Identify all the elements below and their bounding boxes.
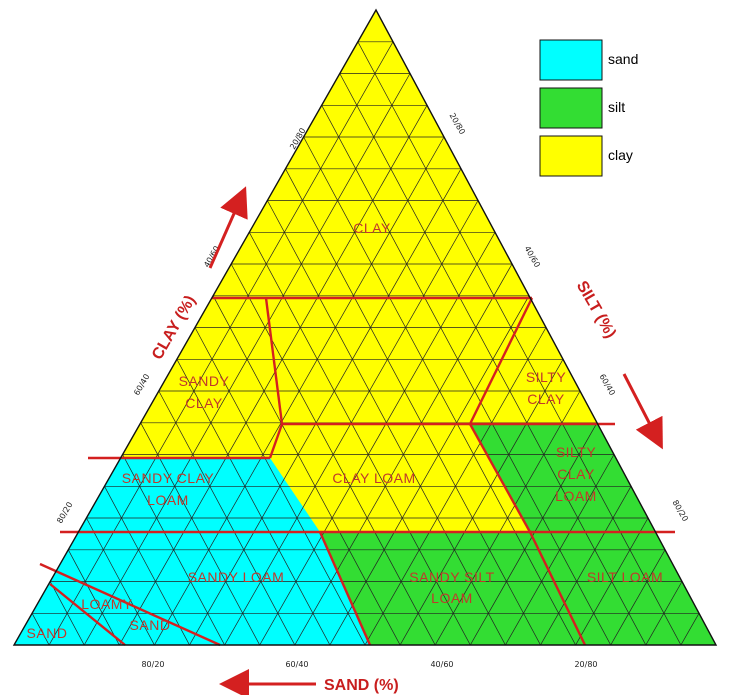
- bottom-tick-label: 40/60: [430, 660, 453, 669]
- grid-line: [259, 232, 496, 645]
- grid-line: [248, 232, 471, 645]
- region-label-silty-clay-loam-line2: CLAY: [557, 466, 595, 482]
- grid-line: [189, 168, 462, 645]
- region-labels: CLAY SANDY CLAY SILTY CLAY SANDY CLAY LO…: [27, 220, 663, 641]
- bottom-tick-label: 80/20: [141, 660, 164, 669]
- grid-line: [469, 422, 598, 645]
- region-label-loamy-sand-line1: LOAMY: [81, 596, 133, 612]
- clay-loam-east-boundary: [468, 423, 532, 533]
- region-label-clay: CLAY: [353, 220, 391, 236]
- region-label-sandy-silt-loam-line2: LOAM: [431, 590, 473, 606]
- left-tick-label: 80/20: [55, 501, 74, 525]
- region-label-silt-loam: SILT LOAM: [587, 569, 663, 585]
- grid-line: [154, 136, 445, 645]
- region-label-silty-clay-line2: CLAY: [527, 391, 565, 407]
- region-label-silty-clay-loam-line3: LOAM: [555, 488, 597, 504]
- grid-line: [610, 549, 666, 645]
- region-label-sandy-clay-line1: SANDY: [179, 373, 230, 389]
- silty-clay-boundary: [468, 297, 534, 425]
- bottom-tick-label: 60/40: [285, 660, 308, 669]
- right-tick-label: 20/80: [448, 112, 467, 136]
- grid-line: [67, 549, 120, 645]
- grid-line: [680, 613, 700, 645]
- legend-swatch-silt: [539, 87, 603, 129]
- silt-axis-arrow: [622, 373, 663, 450]
- loamy-sand-outer-boundary: [39, 562, 221, 647]
- left-tick-label: 60/40: [132, 373, 151, 397]
- region-label-clay-loam: CLAY LOAM: [332, 470, 415, 486]
- region-label-silty-clay-line1: SILTY: [526, 369, 567, 385]
- grid-line: [399, 359, 564, 645]
- legend-label-silt: silt: [608, 99, 625, 115]
- grid-line: [118, 105, 428, 645]
- grid-line: [321, 105, 612, 645]
- region-label-silty-clay-loam-line1: SILTY: [556, 444, 597, 460]
- sand-axis-title: SAND (%): [324, 677, 399, 694]
- legend-label-clay: clay: [608, 147, 633, 163]
- grid-line: [267, 200, 506, 645]
- right-tick-label: 80/20: [671, 499, 690, 523]
- triangle-outline: [12, 8, 718, 646]
- grid-line: [31, 613, 50, 645]
- grid-line: [339, 73, 647, 645]
- sand-boundary: [49, 583, 126, 646]
- grid-line: [176, 359, 331, 645]
- sandy-clay-loam-east-boundary: [268, 423, 284, 459]
- right-tick-label: 40/60: [523, 245, 542, 269]
- silt-loam-west-boundary: [528, 531, 587, 646]
- region-label-sandy-clay-loam-line2: LOAM: [147, 492, 189, 508]
- legend-swatch-clay: [539, 135, 603, 177]
- region-label-sand: SAND: [27, 625, 68, 641]
- grid-line: [224, 200, 479, 645]
- legend: sand silt clay: [539, 39, 638, 177]
- grid-line: [83, 73, 411, 645]
- region-label-sandy-clay-loam-line1: SANDY CLAY: [122, 470, 215, 486]
- grid-line: [48, 41, 394, 645]
- grid-line: [540, 486, 632, 645]
- grid-line: [104, 486, 190, 645]
- grid-line: [140, 422, 261, 645]
- grid-line: [303, 136, 576, 645]
- region-label-sandy-silt-loam-line1: SANDY SILT: [409, 569, 494, 585]
- grid-line: [357, 41, 682, 645]
- class-boundaries: [39, 296, 675, 647]
- sand-axis: SAND (%): [219, 669, 399, 695]
- grid-line: [285, 168, 541, 645]
- region-label-sandy-clay-line2: CLAY: [185, 395, 223, 411]
- grid-line: [329, 295, 530, 645]
- right-tick-label: 60/40: [598, 373, 617, 397]
- region-label-loamy-sand-line2: SAND: [130, 617, 171, 633]
- bottom-tick-label: 20/80: [574, 660, 597, 669]
- grid-line: [212, 295, 401, 645]
- legend-label-sand: sand: [608, 51, 638, 67]
- triangle-grid: [31, 41, 700, 645]
- legend-swatch-sand: [539, 39, 603, 81]
- sandy-loam-east-boundary: [318, 531, 372, 646]
- sandy-clay-west-boundary: [264, 297, 284, 425]
- clay-axis-arrow: [208, 186, 248, 269]
- region-label-sandy-loam: SANDY LOAM: [188, 569, 285, 585]
- silt-axis-title: SILT (%): [573, 278, 619, 341]
